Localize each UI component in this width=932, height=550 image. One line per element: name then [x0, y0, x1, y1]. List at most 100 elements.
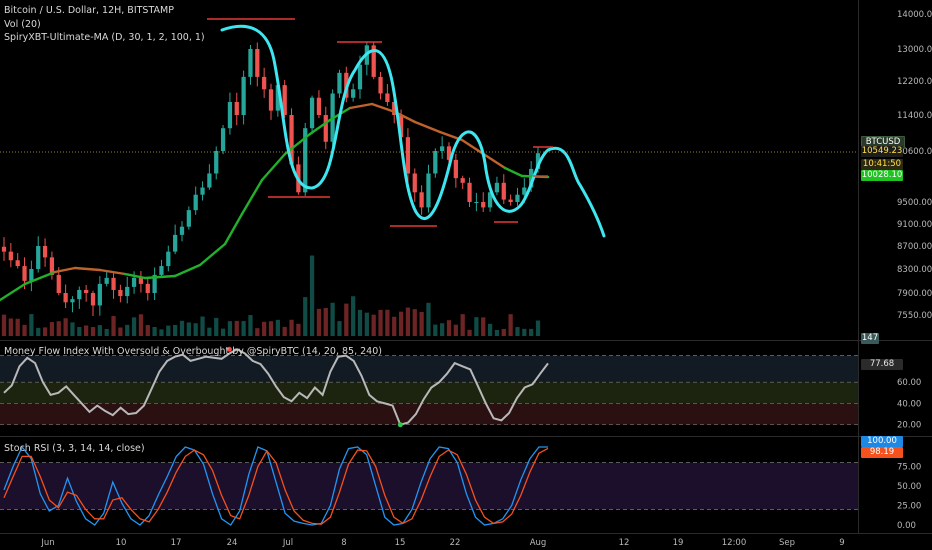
- volume-bar: [84, 325, 89, 336]
- volume-bar: [296, 323, 301, 336]
- candle-body: [262, 76, 267, 90]
- stoch-d-value-label: 98.19: [861, 447, 903, 458]
- volume-bar: [351, 296, 356, 336]
- volume-bar: [15, 318, 20, 336]
- price-tick-label: 14000.00: [897, 10, 932, 20]
- ma-segment: [53, 266, 77, 274]
- volume-bar: [412, 309, 417, 336]
- volume-bar: [152, 326, 157, 336]
- time-tick-label: 22: [450, 538, 461, 548]
- candle-body: [481, 202, 486, 208]
- ma-segment: [483, 153, 507, 170]
- mfi-tick-label: 60.00: [897, 378, 921, 388]
- candle-body: [29, 269, 34, 281]
- volume-bar: [440, 323, 445, 336]
- candle-body: [63, 293, 68, 303]
- candle-body: [77, 289, 82, 300]
- time-tick-label: Sep: [779, 538, 795, 548]
- candle-body: [145, 283, 150, 293]
- volume-bar: [426, 302, 431, 336]
- volume-bar: [111, 316, 116, 336]
- volume-bar: [227, 321, 233, 336]
- volume-bar: [131, 317, 137, 336]
- candle-body: [70, 299, 75, 303]
- volume-bar: [467, 329, 472, 336]
- volume-bar: [515, 327, 520, 336]
- time-tick-label: 8: [341, 538, 346, 548]
- volume-bar: [200, 316, 205, 336]
- volume-bar: [118, 327, 123, 336]
- mfi-tick-label: 40.00: [897, 399, 921, 409]
- volume-bar: [179, 320, 185, 336]
- ma-segment: [23, 270, 57, 286]
- candle-body: [214, 151, 219, 174]
- volume-bar: [501, 328, 506, 336]
- candle-body: [186, 210, 191, 227]
- price-tick-label: 8300.00: [897, 265, 932, 275]
- candle-body: [159, 266, 164, 275]
- candle-body: [515, 194, 520, 202]
- ma-segment: [348, 102, 374, 110]
- ma-segment: [460, 138, 487, 157]
- volume-bar: [282, 326, 287, 336]
- candle-body: [193, 194, 198, 211]
- candle-body: [268, 89, 274, 111]
- candle-body: [385, 93, 390, 102]
- candle-body: [22, 266, 27, 281]
- time-tick-label: 15: [395, 538, 406, 548]
- volume-bar: [138, 314, 144, 336]
- candle-body: [234, 101, 239, 115]
- ma-segment: [73, 266, 102, 272]
- volume-bar: [433, 324, 438, 336]
- volume-bar: [42, 327, 48, 336]
- mfi-value-label: 77.68: [861, 359, 903, 370]
- ma-value-label: 10028.10: [861, 170, 903, 181]
- ma-segment: [198, 242, 227, 267]
- volume-bar: [487, 323, 493, 336]
- volume-bar: [1, 314, 7, 336]
- volume-bar: [385, 309, 390, 336]
- candle-body: [200, 187, 205, 195]
- candle-body: [255, 49, 260, 77]
- volume-bar: [275, 319, 280, 336]
- candle-body: [97, 283, 102, 306]
- price-tick-label: 12200.00: [897, 77, 932, 87]
- candle-body: [398, 115, 404, 138]
- ma-segment: [240, 178, 264, 216]
- ma-segment: [173, 263, 202, 278]
- candle-body: [535, 153, 541, 169]
- volume-bar: [145, 325, 150, 336]
- volume-bar: [104, 328, 109, 336]
- stoch-tick-label: 0.00: [897, 521, 916, 531]
- volume-bar: [371, 314, 376, 336]
- volume-bar: [303, 297, 308, 336]
- candle-body: [227, 101, 233, 129]
- volume-bar: [392, 316, 397, 336]
- stoch-line-d: [3, 447, 549, 525]
- candle-body: [125, 286, 130, 297]
- volume-bar: [166, 325, 171, 336]
- price-tick-label: 11400.00: [897, 111, 932, 121]
- candle-body: [508, 199, 513, 202]
- candle-body: [426, 173, 431, 208]
- price-tick-label: 8700.00: [897, 242, 932, 252]
- volume-bar: [241, 321, 246, 336]
- volume-bar: [173, 324, 178, 336]
- candle-body: [433, 151, 438, 174]
- volume-bar: [70, 322, 75, 336]
- candle-body: [289, 115, 294, 165]
- candle-body: [1, 246, 7, 252]
- ma-segment: [503, 166, 524, 178]
- stoch-legend: Stoch RSI (3, 3, 14, 14, close): [4, 443, 145, 454]
- mfi-line: [3, 348, 549, 426]
- volume-bar: [364, 312, 369, 336]
- volume-bar: [214, 317, 219, 336]
- candle-body: [412, 173, 417, 193]
- candle-body: [90, 293, 96, 306]
- candle-body: [207, 173, 212, 188]
- cyan-projection-curve: [220, 24, 606, 238]
- volume-bar: [220, 328, 226, 336]
- stoch-line-k: [3, 445, 548, 526]
- volume-bar: [474, 317, 479, 336]
